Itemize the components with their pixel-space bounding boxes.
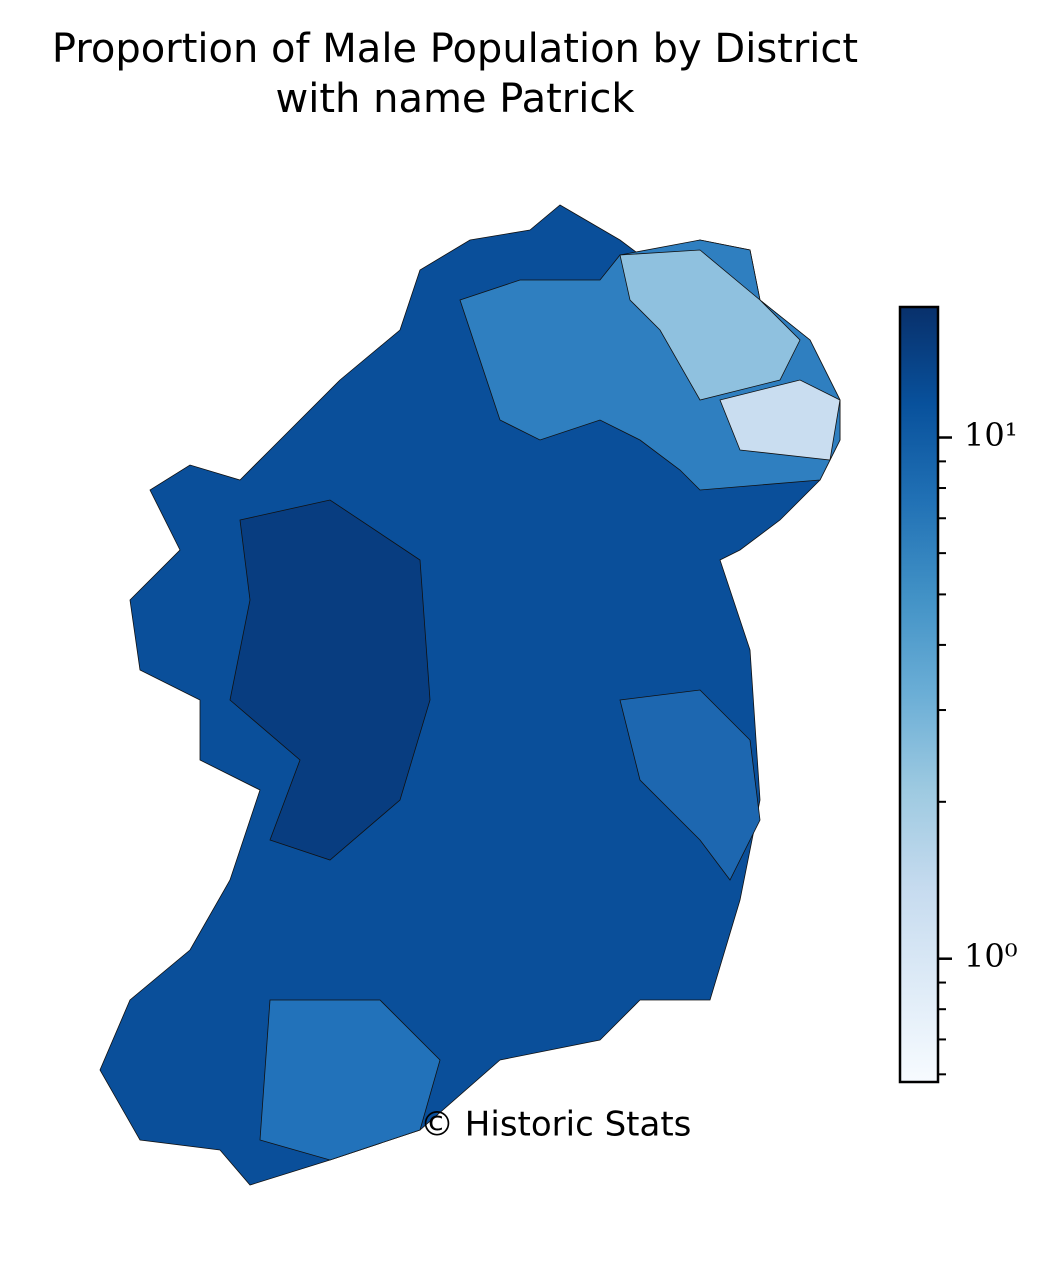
chart-title-text: Proportion of Male Population by Distric… [52,26,858,122]
region-dark [229,499,431,861]
region-north-light [619,249,801,401]
colorbar: 10⁰ 10¹ [898,305,1018,1084]
annotation: © Historic Stats [420,1105,691,1145]
chart-title: Proportion of Male Population by Distric… [52,26,858,122]
region-south [259,999,441,1161]
map: © Historic Stats [99,204,841,1186]
tick-label: 10⁰ [964,937,1018,975]
tick-label: 10¹ [964,416,1018,454]
region-northeast-lightest [719,379,841,461]
colorbar-body [898,305,940,1084]
region-east [619,689,761,881]
